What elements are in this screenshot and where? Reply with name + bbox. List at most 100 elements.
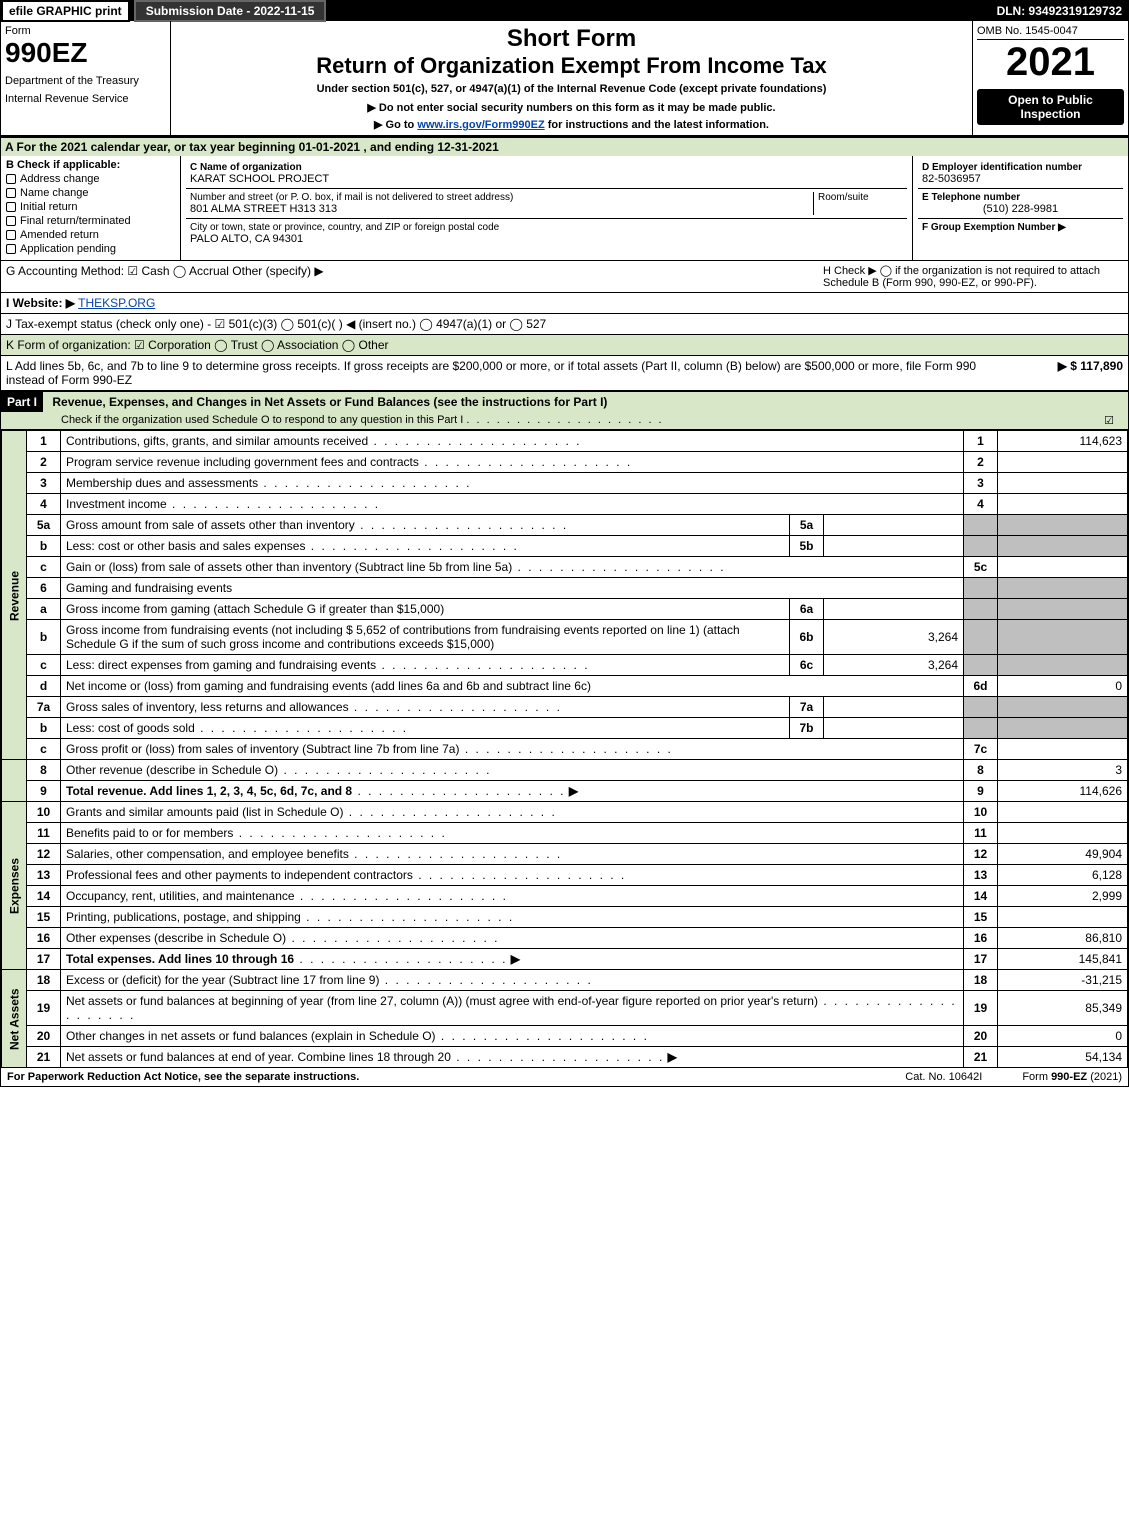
line-value: 49,904 xyxy=(998,844,1128,865)
net-assets-sidebar: Net Assets xyxy=(2,970,27,1068)
line-value: -31,215 xyxy=(998,970,1128,991)
line-value-grey xyxy=(998,655,1128,676)
line-6b: b Gross income from fundraising events (… xyxy=(2,620,1128,655)
line-desc: Other changes in net assets or fund bala… xyxy=(66,1029,649,1043)
line-value: 0 xyxy=(998,676,1128,697)
line-ref: 4 xyxy=(964,494,998,515)
line-ref: 11 xyxy=(964,823,998,844)
line-ref-grey xyxy=(964,718,998,739)
title-return: Return of Organization Exempt From Incom… xyxy=(175,53,968,79)
line-value-grey xyxy=(998,599,1128,620)
check-final-return[interactable]: Final return/terminated xyxy=(6,215,175,227)
line-ref: 14 xyxy=(964,886,998,907)
line-value xyxy=(998,907,1128,928)
line-num: 1 xyxy=(27,431,61,452)
line-value xyxy=(998,494,1128,515)
form-word: Form xyxy=(5,25,166,37)
section-b-label: B Check if applicable: xyxy=(6,159,175,171)
line-value-grey xyxy=(998,515,1128,536)
line-10: Expenses 10 Grants and similar amounts p… xyxy=(2,802,1128,823)
website-label: I Website: ▶ xyxy=(6,296,75,310)
line-14: 14 Occupancy, rent, utilities, and maint… xyxy=(2,886,1128,907)
section-g-h-row: G Accounting Method: ☑ Cash ◯ Accrual Ot… xyxy=(1,261,1128,293)
check-address-change[interactable]: Address change xyxy=(6,173,175,185)
city-state-zip: PALO ALTO, CA 94301 xyxy=(190,233,903,245)
line-9: 9 Total revenue. Add lines 1, 2, 3, 4, 5… xyxy=(2,781,1128,802)
line-value: 54,134 xyxy=(998,1047,1128,1068)
line-value: 145,841 xyxy=(998,949,1128,970)
line-num: c xyxy=(27,557,61,578)
line-num: b xyxy=(27,536,61,557)
dots-leader xyxy=(294,952,507,966)
checkbox-icon xyxy=(6,230,16,240)
sub-ref: 5b xyxy=(790,536,824,557)
arrow-icon: ▶ xyxy=(668,1050,677,1064)
sub-value: 3,264 xyxy=(824,655,964,676)
line-num: 7a xyxy=(27,697,61,718)
check-application-pending[interactable]: Application pending xyxy=(6,243,175,255)
line-num: 10 xyxy=(27,802,61,823)
line-value-grey xyxy=(998,718,1128,739)
sections-b-through-f: B Check if applicable: Address change Na… xyxy=(1,156,1128,261)
line-19: 19 Net assets or fund balances at beginn… xyxy=(2,991,1128,1026)
line-ref: 8 xyxy=(964,760,998,781)
sub-value xyxy=(824,718,964,739)
line-desc: Gaming and fundraising events xyxy=(61,578,964,599)
part-i-title: Revenue, Expenses, and Changes in Net As… xyxy=(46,392,613,412)
line-ref-grey xyxy=(964,536,998,557)
line-num: a xyxy=(27,599,61,620)
line-desc: Gross amount from sale of assets other t… xyxy=(66,518,568,532)
checkbox-icon xyxy=(6,174,16,184)
dots-leader xyxy=(466,414,663,426)
arrow-icon: ▶ xyxy=(569,784,578,798)
check-label: Final return/terminated xyxy=(20,215,131,227)
title-under-section: Under section 501(c), 527, or 4947(a)(1)… xyxy=(175,83,968,95)
check-amended-return[interactable]: Amended return xyxy=(6,229,175,241)
line-value-grey xyxy=(998,620,1128,655)
line-value xyxy=(998,802,1128,823)
check-label: Name change xyxy=(20,187,89,199)
paperwork-notice: For Paperwork Reduction Act Notice, see … xyxy=(7,1071,359,1083)
line-value-grey xyxy=(998,697,1128,718)
title-short-form: Short Form xyxy=(175,25,968,53)
check-initial-return[interactable]: Initial return xyxy=(6,201,175,213)
line-value: 3 xyxy=(998,760,1128,781)
dots-leader xyxy=(352,784,565,798)
line-desc: Less: cost or other basis and sales expe… xyxy=(66,539,519,553)
line-16: 16 Other expenses (describe in Schedule … xyxy=(2,928,1128,949)
line-desc: Gross income from fundraising events (no… xyxy=(61,620,790,655)
line-ref: 18 xyxy=(964,970,998,991)
line-value: 85,349 xyxy=(998,991,1128,1026)
check-label: Address change xyxy=(20,173,100,185)
line-6d: d Net income or (loss) from gaming and f… xyxy=(2,676,1128,697)
street-address: 801 ALMA STREET H313 313 xyxy=(190,203,813,215)
line-num: 14 xyxy=(27,886,61,907)
line-num: 17 xyxy=(27,949,61,970)
line-ref: 2 xyxy=(964,452,998,473)
website-link[interactable]: THEKSP.ORG xyxy=(78,296,155,310)
checkbox-icon xyxy=(6,188,16,198)
line-ref: 19 xyxy=(964,991,998,1026)
line-7b: b Less: cost of goods sold 7b xyxy=(2,718,1128,739)
line-desc: Less: direct expenses from gaming and fu… xyxy=(66,658,590,672)
schedule-o-checkbox[interactable]: ☑ xyxy=(1104,414,1114,427)
room-suite-label: Room/suite xyxy=(813,192,903,215)
line-num: 18 xyxy=(27,970,61,991)
line-value-grey xyxy=(998,578,1128,599)
efile-print-button[interactable]: efile GRAPHIC print xyxy=(1,0,130,22)
top-bar: efile GRAPHIC print Submission Date - 20… xyxy=(1,1,1128,21)
city-label: City or town, state or province, country… xyxy=(190,222,903,233)
form-ref-post: (2021) xyxy=(1087,1071,1122,1083)
instructions-link[interactable]: www.irs.gov/Form990EZ xyxy=(417,119,544,131)
line-ref-grey xyxy=(964,655,998,676)
check-name-change[interactable]: Name change xyxy=(6,187,175,199)
line-21: 21 Net assets or fund balances at end of… xyxy=(2,1047,1128,1068)
header-right: OMB No. 1545-0047 2021 Open to Public In… xyxy=(973,21,1128,135)
line-desc: Less: cost of goods sold xyxy=(66,721,408,735)
line-num: 8 xyxy=(27,760,61,781)
line-num: 6 xyxy=(27,578,61,599)
line-value: 0 xyxy=(998,1026,1128,1047)
checkbox-icon xyxy=(6,244,16,254)
line-ref: 1 xyxy=(964,431,998,452)
line-7c: c Gross profit or (loss) from sales of i… xyxy=(2,739,1128,760)
